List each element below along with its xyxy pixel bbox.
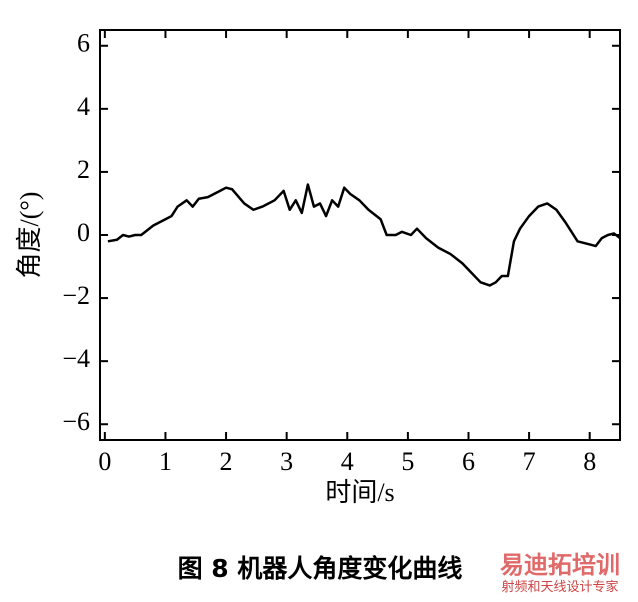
- y-tick-label: −4: [62, 344, 90, 373]
- y-tick-label: 2: [77, 155, 90, 184]
- x-tick-label: 8: [583, 447, 596, 476]
- x-tick-label: 0: [98, 447, 111, 476]
- x-tick-label: 3: [280, 447, 293, 476]
- x-tick-label: 6: [462, 447, 475, 476]
- watermark-logo: 易迪拓培训: [500, 551, 620, 579]
- watermark-text: 射频和天线设计专家: [501, 579, 618, 594]
- caption: 图 8 机器人角度变化曲线: [178, 554, 463, 583]
- y-tick-label: 6: [77, 29, 90, 58]
- x-tick-label: 2: [220, 447, 233, 476]
- x-tick-label: 5: [401, 447, 414, 476]
- y-tick-label: −6: [62, 407, 90, 436]
- y-tick-label: 0: [77, 218, 90, 247]
- data-line: [107, 183, 621, 287]
- x-tick-label: 4: [341, 447, 354, 476]
- x-tick-label: 1: [159, 447, 172, 476]
- x-tick-label: 7: [523, 447, 536, 476]
- y-tick-label: 4: [77, 92, 90, 121]
- x-axis-label: 时间/s: [325, 478, 394, 507]
- y-tick-label: −2: [62, 281, 90, 310]
- y-axis-label: 角度/(°): [15, 192, 44, 279]
- plot-frame: [99, 29, 621, 441]
